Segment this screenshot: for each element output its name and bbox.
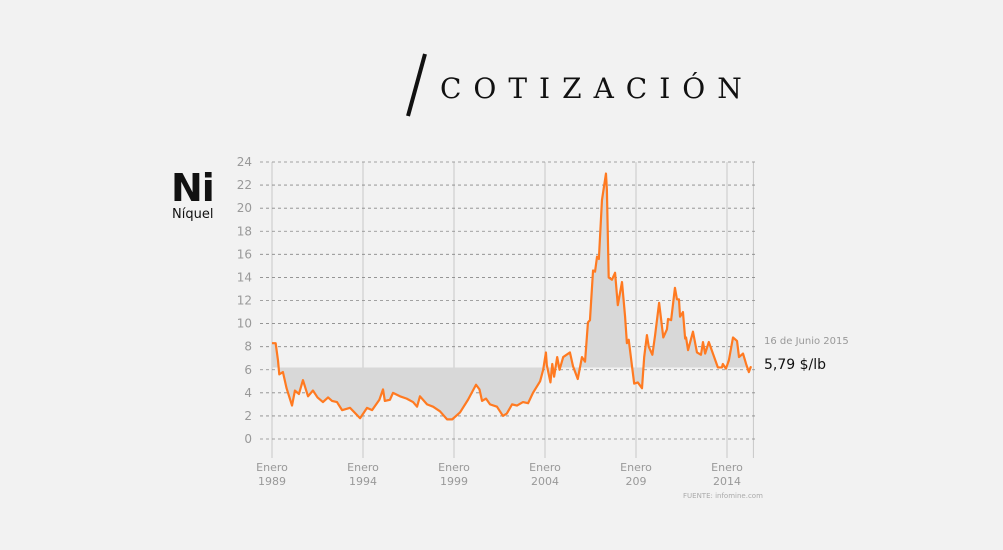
latest-date: 16 de Junio 2015 <box>764 336 849 347</box>
y-tick-label: 4 <box>244 386 252 400</box>
series-line-niquel <box>272 172 753 421</box>
slash-icon <box>406 53 427 117</box>
source-note: FUENTE: infomine.com <box>683 492 763 500</box>
x-tick-label: 2004 <box>531 475 559 488</box>
x-tick-label: Enero <box>711 461 743 474</box>
y-tick-label: 0 <box>244 432 252 446</box>
y-tick-label: 8 <box>244 340 252 354</box>
y-tick-label: 18 <box>237 224 252 238</box>
x-tick-label: 2014 <box>713 475 741 488</box>
y-tick-label: 16 <box>237 247 252 261</box>
area-fill <box>272 173 752 420</box>
x-tick-label: 209 <box>626 475 647 488</box>
x-tick-label: 1999 <box>440 475 468 488</box>
x-tick-label: Enero <box>347 461 379 474</box>
y-tick-label: 10 <box>237 317 252 331</box>
y-tick-label: 14 <box>237 270 252 284</box>
y-tick-label: 12 <box>237 294 252 308</box>
y-tick-label: 6 <box>244 363 252 377</box>
y-tick-label: 20 <box>237 201 252 215</box>
x-tick-label: Enero <box>256 461 288 474</box>
element-symbol: Ni <box>171 166 215 210</box>
element-name: Níquel <box>172 207 214 222</box>
y-tick-label: 22 <box>237 178 252 192</box>
x-tick-label: 1994 <box>349 475 377 488</box>
x-tick-label: Enero <box>620 461 652 474</box>
page-title: COTIZACIÓN <box>440 72 754 105</box>
x-tick-label: Enero <box>529 461 561 474</box>
latest-price: 5,79 $/lb <box>764 357 827 373</box>
x-tick-label: 1989 <box>258 475 286 488</box>
x-tick-label: Enero <box>438 461 470 474</box>
y-tick-label: 24 <box>237 155 252 169</box>
y-tick-label: 2 <box>244 409 252 423</box>
